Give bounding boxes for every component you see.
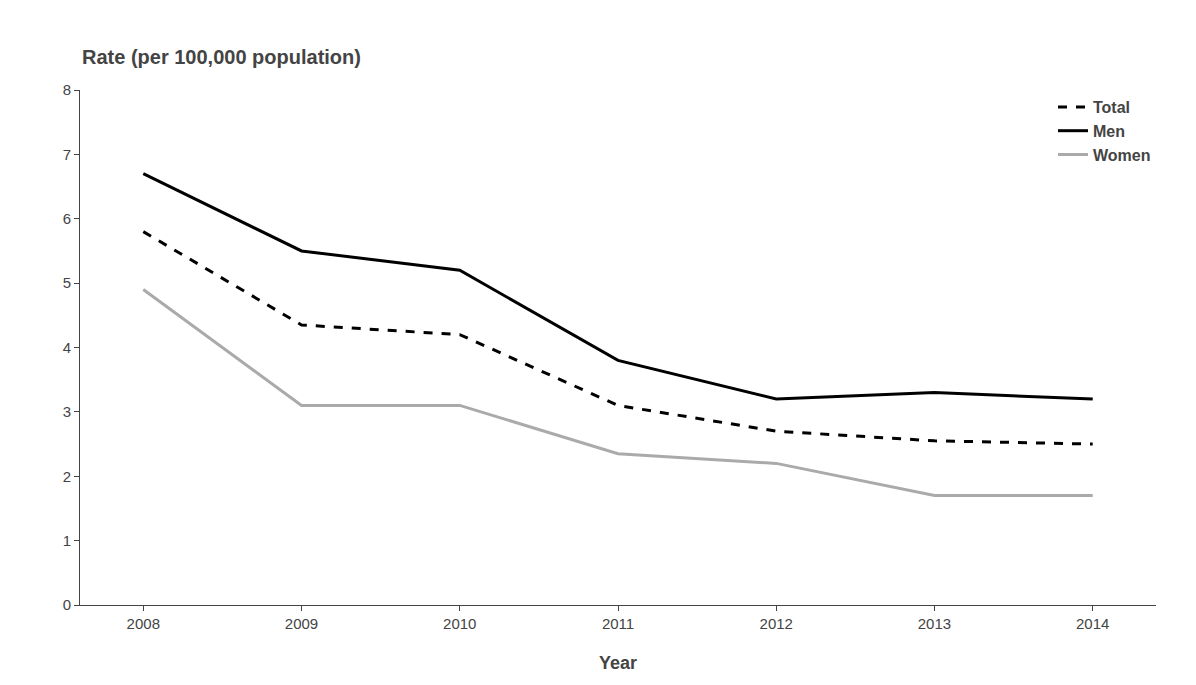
svg-text:7: 7 bbox=[63, 146, 71, 163]
svg-text:4: 4 bbox=[63, 339, 71, 356]
svg-text:1: 1 bbox=[63, 532, 71, 549]
svg-text:Women: Women bbox=[1093, 147, 1150, 164]
svg-text:3: 3 bbox=[63, 403, 71, 420]
svg-text:2013: 2013 bbox=[918, 615, 951, 632]
svg-text:5: 5 bbox=[63, 274, 71, 291]
svg-text:Rate (per 100,000 population): Rate (per 100,000 population) bbox=[82, 46, 361, 68]
svg-text:Men: Men bbox=[1093, 123, 1125, 140]
svg-text:2008: 2008 bbox=[127, 615, 160, 632]
svg-text:6: 6 bbox=[63, 210, 71, 227]
svg-text:2010: 2010 bbox=[443, 615, 476, 632]
svg-text:2012: 2012 bbox=[760, 615, 793, 632]
svg-text:2009: 2009 bbox=[285, 615, 318, 632]
svg-text:2011: 2011 bbox=[602, 615, 634, 632]
svg-text:8: 8 bbox=[63, 81, 71, 98]
svg-text:Year: Year bbox=[599, 653, 637, 673]
svg-text:0: 0 bbox=[63, 596, 71, 613]
svg-text:2: 2 bbox=[63, 468, 71, 485]
svg-text:Total: Total bbox=[1093, 99, 1130, 116]
svg-text:2014: 2014 bbox=[1076, 615, 1109, 632]
